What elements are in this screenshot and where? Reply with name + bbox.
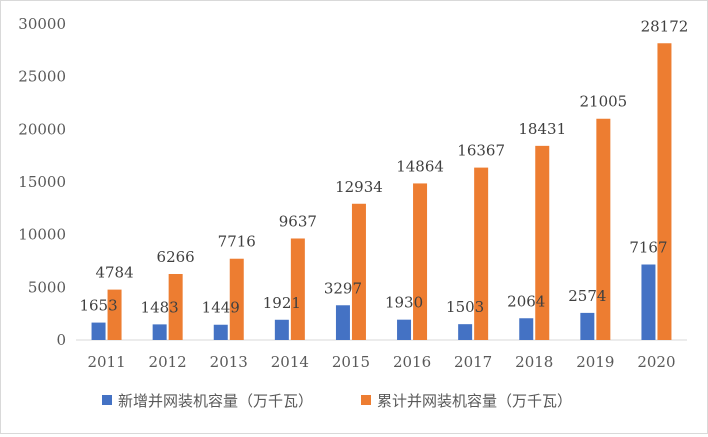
bars bbox=[91, 43, 672, 340]
bar-series-1 bbox=[397, 319, 412, 340]
x-tick-label: 2017 bbox=[454, 353, 492, 371]
y-tick-label: 20000 bbox=[18, 120, 66, 138]
x-tick-label: 2012 bbox=[149, 353, 187, 371]
bar-series-1 bbox=[91, 322, 106, 340]
data-label-series-1: 1930 bbox=[385, 294, 423, 312]
y-tick-label: 25000 bbox=[18, 68, 66, 86]
y-axis: 0 5000 10000 15000 20000 25000 30000 bbox=[18, 15, 66, 349]
bar-series-2 bbox=[107, 289, 122, 340]
x-tick-label: 2018 bbox=[515, 353, 553, 371]
data-label-series-2: 7716 bbox=[218, 233, 256, 251]
bar-series-1 bbox=[335, 305, 350, 340]
legend-swatch-series-2 bbox=[361, 395, 371, 405]
data-label-series-2: 21005 bbox=[579, 93, 627, 111]
bar-series-2 bbox=[351, 203, 366, 340]
bar-series-2 bbox=[535, 145, 550, 340]
x-axis: 2011 2012 2013 2014 2015 2016 2017 2018 2019 2020 bbox=[76, 339, 687, 371]
data-label-series-1: 1921 bbox=[263, 294, 301, 312]
bar-series-1 bbox=[213, 324, 228, 340]
legend-label-series-1: 新增并网装机容量（万千瓦） bbox=[118, 392, 313, 410]
data-labels: 1653 1483 1449 1921 3297 1930 1503 2064 2574 7167… bbox=[79, 17, 688, 316]
bar-series-2 bbox=[413, 183, 428, 340]
bar-series-2 bbox=[168, 273, 183, 340]
data-label-series-2: 18431 bbox=[518, 120, 566, 138]
x-tick-label: 2020 bbox=[637, 353, 675, 371]
data-label-series-2: 6266 bbox=[157, 248, 195, 266]
data-label-series-1: 3297 bbox=[324, 279, 362, 297]
legend: 新增并网装机容量（万千瓦） 累计并网装机容量（万千瓦） bbox=[102, 392, 572, 410]
data-label-series-1: 1653 bbox=[79, 297, 117, 315]
bar-series-2 bbox=[657, 43, 672, 340]
x-tick-label: 2014 bbox=[271, 353, 309, 371]
data-label-series-2: 28172 bbox=[641, 17, 689, 35]
data-label-series-1: 1503 bbox=[446, 298, 484, 316]
x-tick-label: 2013 bbox=[210, 353, 248, 371]
x-tick-label: 2019 bbox=[576, 353, 614, 371]
bar-series-1 bbox=[152, 324, 167, 340]
data-label-series-1: 7167 bbox=[629, 239, 667, 257]
data-label-series-1: 1483 bbox=[141, 298, 179, 316]
y-tick-label: 0 bbox=[56, 331, 66, 349]
y-tick-label: 5000 bbox=[28, 278, 66, 296]
data-label-series-2: 9637 bbox=[279, 212, 317, 230]
y-tick-label: 15000 bbox=[18, 173, 66, 191]
y-tick-label: 10000 bbox=[18, 226, 66, 244]
x-tick-label: 2016 bbox=[393, 353, 431, 371]
data-label-series-2: 4784 bbox=[95, 264, 133, 282]
legend-swatch-series-1 bbox=[102, 395, 112, 405]
data-label-series-1: 2064 bbox=[507, 292, 545, 310]
data-label-series-2: 16367 bbox=[457, 142, 505, 160]
bar-series-1 bbox=[458, 324, 473, 340]
legend-label-series-2: 累计并网装机容量（万千瓦） bbox=[377, 392, 572, 410]
bar-series-1 bbox=[274, 319, 289, 340]
bar-series-2 bbox=[474, 167, 489, 340]
x-tick-label: 2015 bbox=[332, 353, 370, 371]
bar-series-1 bbox=[580, 312, 595, 340]
data-label-series-1: 1449 bbox=[202, 299, 240, 317]
data-label-series-2: 14864 bbox=[396, 157, 444, 175]
data-label-series-1: 2574 bbox=[568, 287, 606, 305]
bar-series-2 bbox=[229, 258, 244, 340]
bar-series-1 bbox=[641, 264, 656, 340]
data-label-series-2: 12934 bbox=[335, 178, 383, 196]
x-tick-label: 2011 bbox=[87, 353, 125, 371]
bar-series-1 bbox=[519, 318, 534, 340]
bar-series-2 bbox=[596, 118, 611, 340]
bar-series-2 bbox=[290, 238, 305, 340]
y-tick-label: 30000 bbox=[18, 15, 66, 33]
